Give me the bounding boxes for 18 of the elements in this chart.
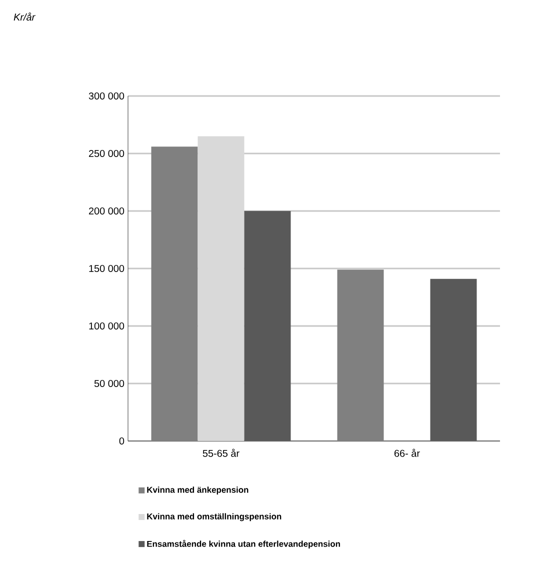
x-tick-label: 66- år [394, 448, 420, 457]
y-tick-label: 250 000 [88, 150, 124, 158]
legend-label: Kvinna med änkepension [147, 486, 248, 494]
bar [430, 278, 477, 441]
bar [198, 136, 244, 441]
bar [244, 210, 291, 441]
x-tick-label: 55-65 år [202, 448, 240, 457]
y-tick-label: 50 000 [94, 380, 124, 388]
text: Kr/år [14, 12, 36, 21]
legend-label: Ensamstående kvinna utan efterlevandepension [147, 540, 340, 549]
bar [151, 146, 198, 441]
y-tick-label: 100 000 [89, 322, 124, 330]
y-tick-label: 0 [119, 437, 124, 445]
legend-label: Kvinna med omställningspension [147, 513, 282, 522]
bar [337, 270, 384, 441]
y-tick-label: 300 000 [88, 92, 124, 100]
y-tick-label: 150 000 [89, 264, 124, 272]
y-tick-label: 200 000 [88, 207, 124, 215]
